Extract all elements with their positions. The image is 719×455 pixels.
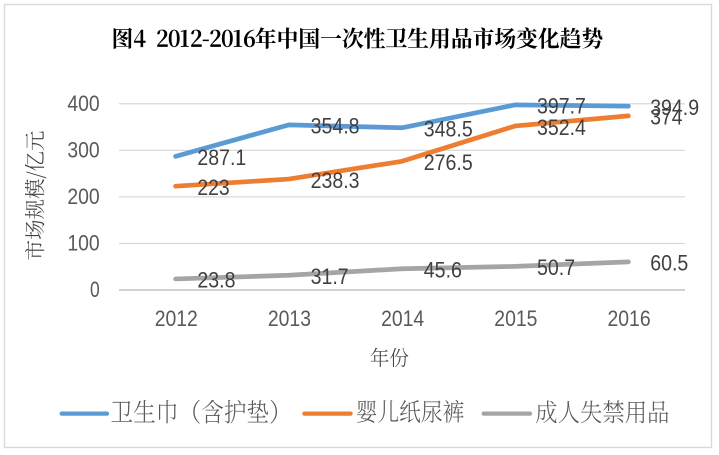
svg-text:23.8: 23.8 xyxy=(197,268,235,293)
svg-text:276.5: 276.5 xyxy=(424,150,473,175)
svg-text:2016: 2016 xyxy=(608,306,651,331)
svg-text:394.9: 394.9 xyxy=(650,95,699,120)
svg-text:2013: 2013 xyxy=(268,306,311,331)
svg-text:287.1: 287.1 xyxy=(197,145,246,170)
svg-text:0: 0 xyxy=(90,277,100,302)
svg-text:100: 100 xyxy=(67,231,99,256)
svg-text:31.7: 31.7 xyxy=(311,264,349,289)
svg-text:223: 223 xyxy=(197,175,229,200)
svg-text:354.8: 354.8 xyxy=(311,114,360,139)
svg-text:60.5: 60.5 xyxy=(650,251,688,276)
svg-text:2012: 2012 xyxy=(155,306,198,331)
svg-text:2014: 2014 xyxy=(381,306,424,331)
svg-text:238.3: 238.3 xyxy=(311,168,360,193)
svg-text:200: 200 xyxy=(67,184,99,209)
svg-text:400: 400 xyxy=(67,91,99,116)
svg-text:50.7: 50.7 xyxy=(537,255,575,280)
svg-text:2015: 2015 xyxy=(494,306,537,331)
svg-text:374: 374 xyxy=(650,105,682,130)
svg-text:352.4: 352.4 xyxy=(537,115,586,140)
svg-text:300: 300 xyxy=(67,138,99,163)
svg-text:45.6: 45.6 xyxy=(424,258,462,283)
svg-text:348.5: 348.5 xyxy=(424,117,473,142)
svg-text:397.7: 397.7 xyxy=(537,94,586,119)
